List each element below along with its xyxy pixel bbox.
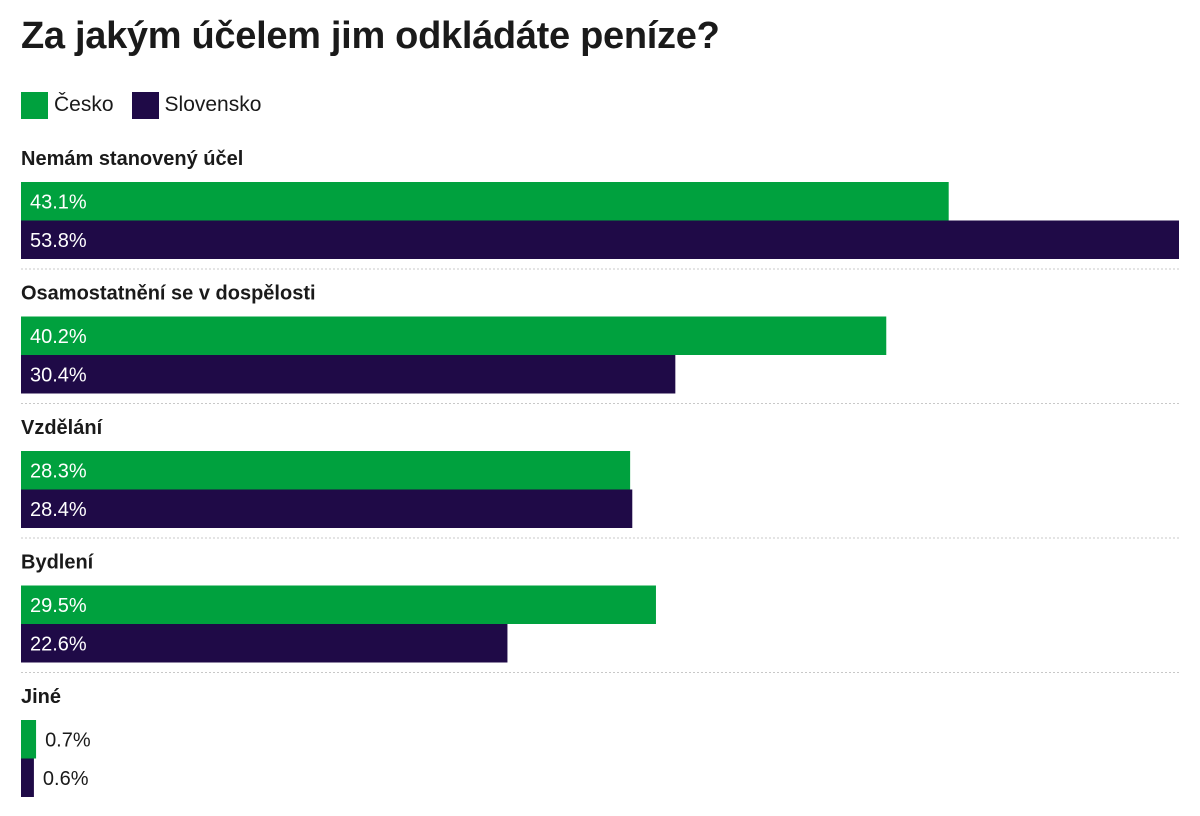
bar xyxy=(21,220,1179,259)
legend: Česko Slovensko xyxy=(21,90,279,120)
legend-label-slovensko: Slovensko xyxy=(164,93,262,116)
legend-swatch-slovensko xyxy=(131,91,159,119)
data-label: 40.2% xyxy=(30,326,87,348)
data-label: 0.6% xyxy=(43,768,89,790)
bar xyxy=(21,489,633,528)
legend-swatch-cesko xyxy=(21,91,48,119)
category-label: Nemám stanovený účel xyxy=(21,148,243,170)
bar xyxy=(21,585,656,624)
legend-item-cesko: Česko xyxy=(21,91,114,119)
bar xyxy=(21,624,508,663)
category-label: Osamostatnění se v dospělosti xyxy=(21,283,316,305)
data-label: 30.4% xyxy=(30,364,87,386)
data-label: 0.7% xyxy=(45,729,91,751)
data-label: 28.3% xyxy=(30,460,87,482)
data-label: 43.1% xyxy=(30,191,87,213)
legend-label-cesko: Česko xyxy=(54,93,114,116)
bar xyxy=(21,758,34,797)
bar xyxy=(21,182,949,221)
bar xyxy=(21,451,631,490)
bar xyxy=(21,720,37,759)
data-label: 28.4% xyxy=(30,499,87,521)
category-label: Bydlení xyxy=(21,552,95,574)
data-label: 29.5% xyxy=(30,595,87,617)
category-label: Jiné xyxy=(21,686,61,708)
bar xyxy=(21,355,676,394)
bar xyxy=(21,316,887,355)
legend-item-slovensko: Slovensko xyxy=(131,91,262,119)
data-label: 22.6% xyxy=(30,633,87,655)
chart-title: Za jakým účelem jim odkládáte peníze? xyxy=(21,15,720,57)
data-label: 53.8% xyxy=(30,230,87,252)
category-label: Vzdělání xyxy=(21,417,104,439)
